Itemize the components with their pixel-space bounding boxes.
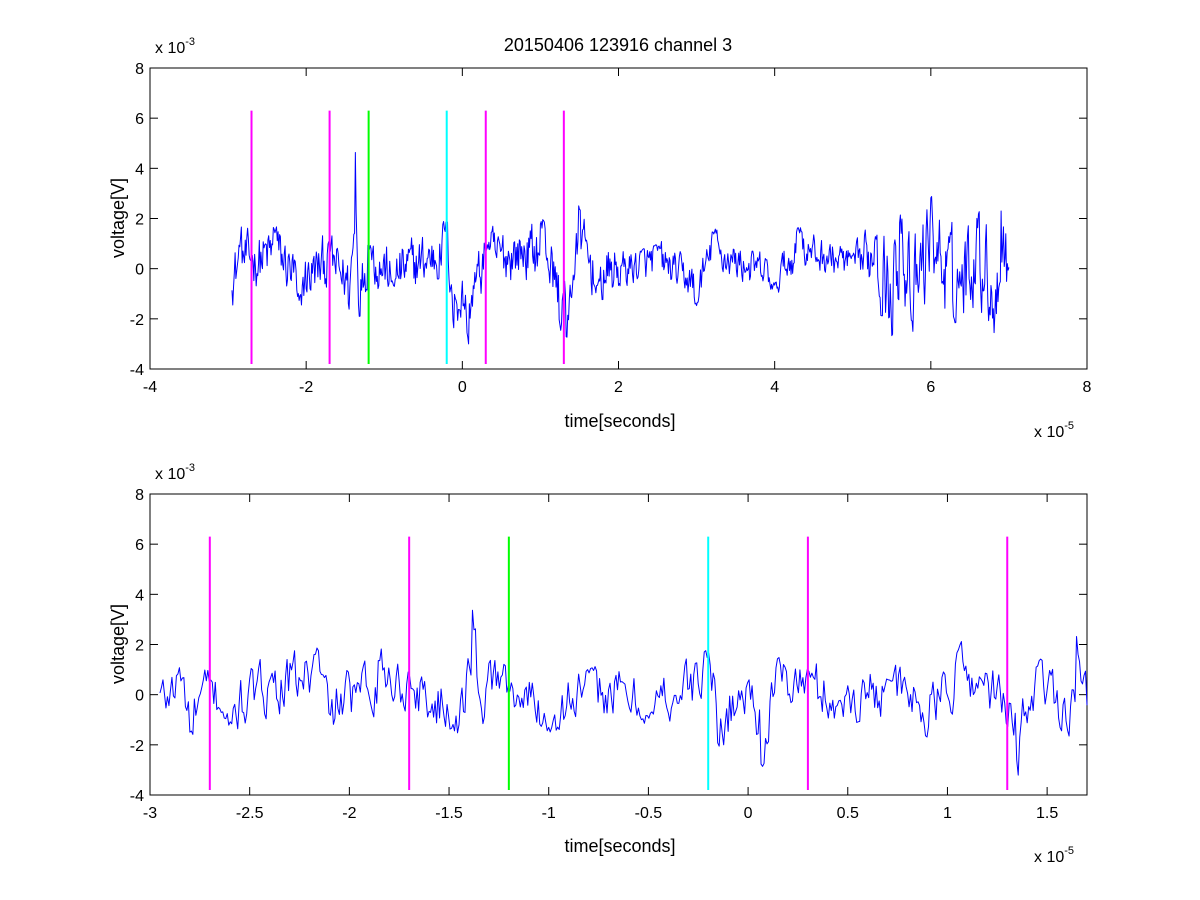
bottom-subplot: -3 -2.5 -2 -1.5 -1 -0.5 0 0.5 1 1.5 -4 -2 0 2 4 6 8 time… [108,462,1088,866]
bottom-x-tick-label: 1.5 [1036,805,1058,822]
chart-title: 20150406 123916 channel 3 [504,35,732,55]
top-x-tick-label: 8 [1083,379,1092,396]
top-x-axis-label: time[seconds] [564,411,675,431]
top-y-axis-label: voltage[V] [108,178,128,258]
bottom-x-exponent: x 10-5 [1034,845,1074,866]
bottom-x-tick-label: 1 [943,805,952,822]
bottom-x-tick-label: -2.5 [236,805,264,822]
top-markers-layer [250,110,565,364]
top-y-tick-label: 4 [135,161,144,178]
top-y-tick-label: -4 [130,362,144,379]
top-y-tick-label: -2 [130,312,144,329]
bottom-x-axis-label: time[seconds] [564,836,675,856]
top-signal-line [231,152,1010,345]
top-x-tick-label: 4 [770,379,779,396]
top-y-tick-label: 2 [135,212,144,229]
bottom-ticks: -3 -2.5 -2 -1.5 -1 -0.5 0 0.5 1 1.5 -4 -2 0 2 4 6 8 [130,487,1087,822]
bottom-y-axis-label: voltage[V] [108,604,128,684]
bottom-plot-area [149,493,1088,796]
bottom-y-tick-label: 2 [135,638,144,655]
bottom-y-tick-label: 4 [135,587,144,604]
bottom-x-tick-label: 0.5 [837,805,859,822]
top-x-tick-label: -4 [143,379,157,396]
top-x-exponent: x 10-5 [1034,420,1074,441]
top-y-tick-label: 0 [135,262,144,279]
bottom-markers-layer [208,536,1009,790]
bottom-x-tick-label: 0 [744,805,753,822]
top-x-tick-label: -2 [299,379,313,396]
top-y-tick-label: 8 [135,61,144,78]
bottom-signal-layer [159,609,1088,776]
bottom-y-tick-label: -4 [130,788,144,805]
top-plot-area [149,67,1088,370]
bottom-x-tick-label: -1 [542,805,556,822]
bottom-x-tick-label: -2 [342,805,356,822]
top-y-exponent: x 10-3 [155,36,195,57]
bottom-signal-line [159,609,1088,776]
bottom-y-exponent: x 10-3 [155,462,195,483]
bottom-y-tick-label: -2 [130,738,144,755]
bottom-x-tick-label: -1.5 [435,805,463,822]
bottom-x-tick-label: -0.5 [635,805,663,822]
top-subplot: -4 -2 0 2 4 6 8 -4 -2 0 2 4 6 8 20150406 123916 chann… [108,35,1092,441]
bottom-y-tick-label: 0 [135,688,144,705]
bottom-x-tick-label: -3 [143,805,157,822]
top-ticks: -4 -2 0 2 4 6 8 -4 -2 0 2 4 6 8 [130,61,1092,396]
top-x-tick-label: 2 [614,379,623,396]
top-x-tick-label: 0 [458,379,467,396]
top-x-tick-label: 6 [926,379,935,396]
top-signal-layer [231,152,1010,345]
bottom-y-tick-label: 6 [135,537,144,554]
top-y-tick-label: 6 [135,111,144,128]
bottom-y-tick-label: 8 [135,487,144,504]
